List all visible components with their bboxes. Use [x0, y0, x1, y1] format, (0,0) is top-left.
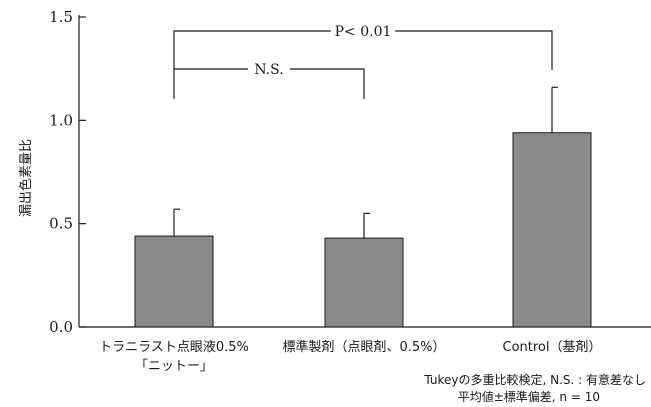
bar — [134, 235, 214, 328]
y-tick-label: 1.0 — [49, 111, 73, 129]
category-labels: トラニラスト点眼液0.5% 「ニットー」 標準製剤（点眼剤、0.5%） Control… — [99, 339, 601, 374]
category-label: トラニラスト点眼液0.5% — [99, 340, 249, 355]
category-label: 標準製剤（点眼剤、0.5%） — [282, 339, 445, 355]
category-label-line2: 「ニットー」 — [135, 359, 213, 374]
y-tick-label: 0.0 — [49, 318, 73, 336]
significance-label: N.S. — [254, 62, 283, 78]
significance-brackets: N.S. P< 0.01 — [173, 24, 553, 99]
y-tick-label: 1.5 — [49, 8, 73, 26]
y-tick-label: 0.5 — [49, 215, 73, 233]
bar — [324, 237, 404, 328]
error-bars — [173, 86, 558, 239]
footnote-line-1: Tukeyの多重比較検定, N.S. : 有意差なし — [423, 372, 646, 387]
bars — [134, 132, 592, 328]
y-axis-label: 漏出色素量比 — [18, 139, 34, 217]
category-label: Control（基剤） — [503, 339, 602, 355]
significance-label: P< 0.01 — [335, 24, 392, 40]
bar — [512, 132, 592, 328]
significance-bracket — [173, 30, 553, 70]
footnote-line-2: 平均値±標準偏差, n = 10 — [458, 389, 600, 404]
